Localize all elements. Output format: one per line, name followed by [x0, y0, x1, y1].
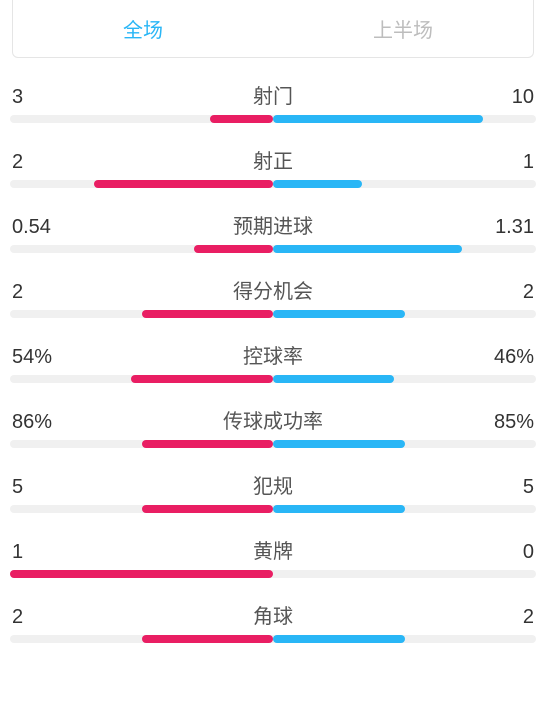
stat-row: 0.54 预期进球 1.31 [10, 210, 536, 253]
stat-bar-track [10, 310, 536, 318]
stat-row: 2 射正 1 [10, 145, 536, 188]
stats-list: 3射门102射正10.54预期进球1.312得分机会254%控球率46%86%传… [0, 80, 546, 643]
stat-left-value: 5 [12, 476, 52, 499]
stat-bar-left [142, 310, 274, 318]
stat-row: 5 犯规 5 [10, 470, 536, 513]
stat-left-value: 2 [12, 281, 52, 304]
stat-name: 射正 [253, 145, 293, 174]
stat-bar-track [10, 570, 536, 578]
stat-labels: 2 射正 1 [10, 145, 536, 180]
stat-row: 3 射门 10 [10, 80, 536, 123]
stat-labels: 2 得分机会 2 [10, 275, 536, 310]
stat-name: 得分机会 [233, 275, 313, 304]
stat-name: 射门 [253, 80, 293, 109]
stat-row: 2 角球 2 [10, 600, 536, 643]
stat-row: 54% 控球率 46% [10, 340, 536, 383]
stat-bar-right [273, 310, 405, 318]
stat-bar-track [10, 115, 536, 123]
stat-labels: 86% 传球成功率 85% [10, 405, 536, 440]
stat-name: 黄牌 [253, 535, 293, 564]
stat-bar-right [273, 635, 405, 643]
stat-labels: 1 黄牌 0 [10, 535, 536, 570]
stat-row: 1 黄牌 0 [10, 535, 536, 578]
stat-bar-track [10, 440, 536, 448]
stat-bar-track [10, 375, 536, 383]
stat-labels: 54% 控球率 46% [10, 340, 536, 375]
stat-labels: 3 射门 10 [10, 80, 536, 115]
stat-right-value: 1.31 [494, 216, 534, 239]
stat-name: 犯规 [253, 470, 293, 499]
stat-bar-right [273, 180, 362, 188]
stat-bar-track [10, 635, 536, 643]
stat-bar-track [10, 245, 536, 253]
stat-bar-left [210, 115, 273, 123]
tab-full-match[interactable]: 全场 [13, 0, 273, 57]
stat-name: 角球 [253, 600, 293, 629]
stat-labels: 2 角球 2 [10, 600, 536, 635]
stat-bar-right [273, 440, 405, 448]
tabs-container: 全场 上半场 [12, 0, 534, 58]
stat-bar-left [10, 570, 273, 578]
stat-bar-left [142, 635, 274, 643]
stat-bar-right [273, 115, 483, 123]
stat-right-value: 85% [494, 411, 534, 434]
stat-left-value: 54% [12, 346, 52, 369]
stat-bar-right [273, 245, 462, 253]
stat-labels: 0.54 预期进球 1.31 [10, 210, 536, 245]
stat-bar-left [142, 440, 274, 448]
stat-left-value: 2 [12, 151, 52, 174]
stat-right-value: 0 [494, 541, 534, 564]
stat-left-value: 86% [12, 411, 52, 434]
stat-name: 传球成功率 [223, 405, 323, 434]
stat-bar-track [10, 180, 536, 188]
stat-bar-track [10, 505, 536, 513]
stat-left-value: 3 [12, 86, 52, 109]
stat-bar-left [194, 245, 273, 253]
stat-bar-left [94, 180, 273, 188]
stat-name: 预期进球 [233, 210, 313, 239]
stat-right-value: 46% [494, 346, 534, 369]
stat-labels: 5 犯规 5 [10, 470, 536, 505]
stat-row: 86% 传球成功率 85% [10, 405, 536, 448]
stat-bar-right [273, 505, 405, 513]
stat-right-value: 2 [494, 281, 534, 304]
stat-left-value: 1 [12, 541, 52, 564]
stat-right-value: 5 [494, 476, 534, 499]
stat-bar-left [131, 375, 273, 383]
stat-right-value: 10 [494, 86, 534, 109]
stat-bar-right [273, 375, 394, 383]
stat-left-value: 0.54 [12, 216, 52, 239]
stat-right-value: 1 [494, 151, 534, 174]
stat-row: 2 得分机会 2 [10, 275, 536, 318]
stat-name: 控球率 [243, 340, 303, 369]
stat-left-value: 2 [12, 606, 52, 629]
tab-first-half[interactable]: 上半场 [273, 0, 533, 57]
stat-bar-left [142, 505, 274, 513]
stat-right-value: 2 [494, 606, 534, 629]
